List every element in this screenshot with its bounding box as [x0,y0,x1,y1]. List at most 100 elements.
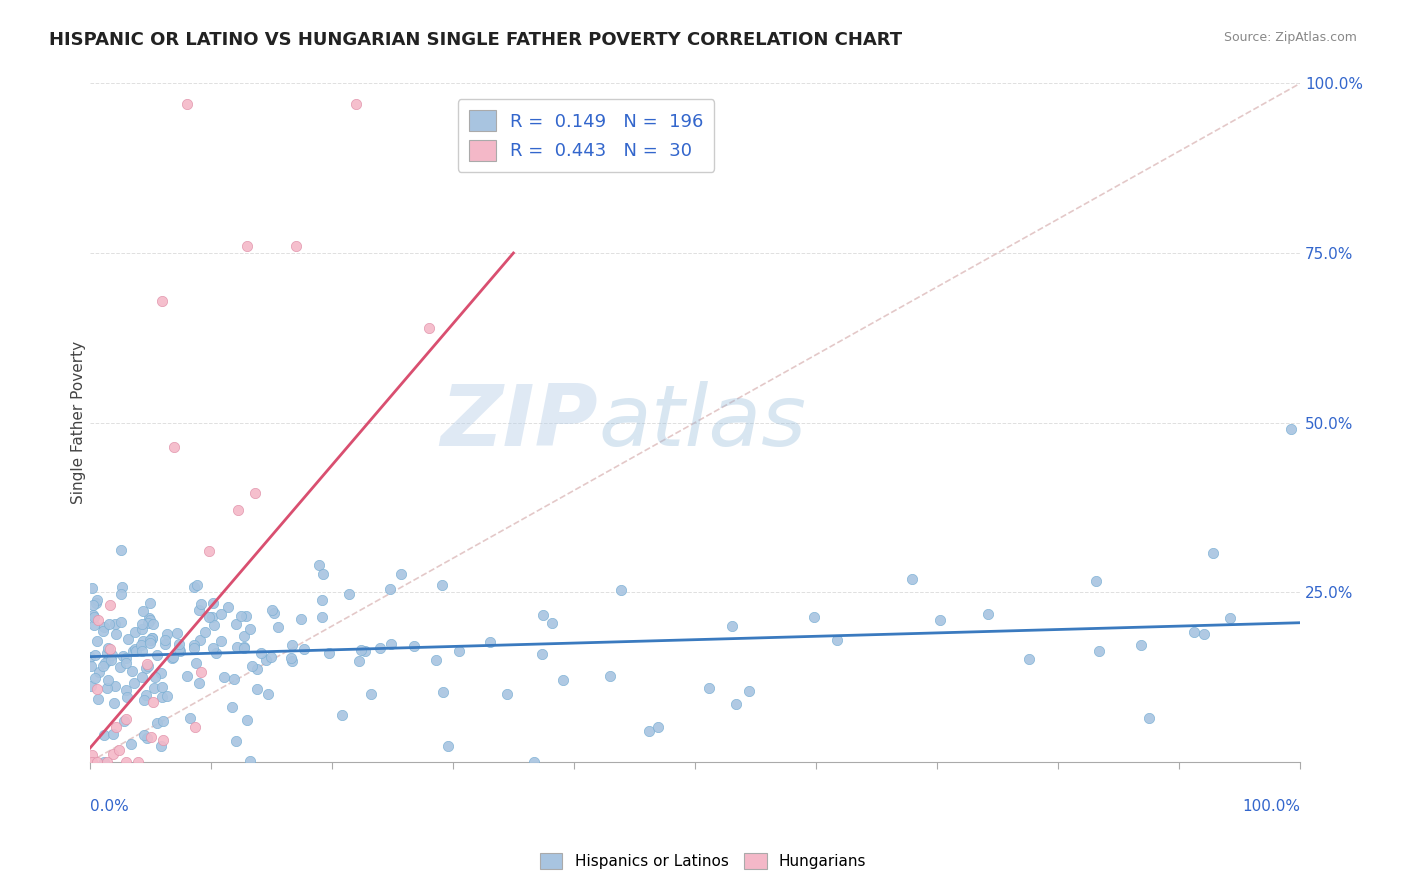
Point [150,739,173,753]
Text: 0.0%: 0.0% [90,799,128,814]
Point [725,697,748,711]
Point [236,239,259,253]
Point [254,653,277,667]
Point [900,572,922,586]
Point [389,567,412,582]
Point [449,644,471,658]
Point [135,660,157,674]
Point [156,627,179,641]
Point [97,673,120,687]
Point [697,681,720,696]
Point [150,690,173,704]
Point [139,632,162,647]
Point [292,642,315,657]
Point [136,731,159,745]
Point [929,613,952,627]
Point [638,723,661,738]
Point [152,714,174,729]
Point [436,739,458,753]
Point [139,632,162,647]
Point [737,683,759,698]
Point [146,648,169,662]
Point [104,617,127,632]
Point [1088,644,1111,658]
Point [167,637,190,651]
Point [354,644,377,658]
Point [311,567,333,582]
Point [143,681,166,695]
Point [104,680,127,694]
Point [110,615,132,630]
Point [114,714,136,729]
Point [404,639,426,653]
Point [131,644,153,658]
Point [114,651,136,665]
Point [267,620,290,634]
Point [136,616,159,631]
Point [245,681,267,696]
Point [496,687,519,701]
Point [79,679,101,693]
Point [141,695,163,709]
Point [226,503,249,517]
Point [101,648,124,662]
Point [225,617,247,632]
Point [120,737,142,751]
Point [167,642,190,657]
Point [229,609,252,624]
Point [479,635,502,649]
Point [121,644,143,658]
Point [198,610,221,624]
Point [232,629,254,643]
Point [235,608,257,623]
Point [311,593,333,607]
Point [103,696,125,710]
Point [79,659,101,673]
Point [240,658,263,673]
Point [225,734,247,748]
Point [263,606,285,620]
Point [86,681,108,696]
Point [1279,422,1302,436]
Legend: R =  0.149   N =  196, R =  0.443   N =  30: R = 0.149 N = 196, R = 0.443 N = 30 [458,99,714,171]
Point [131,617,153,632]
Point [132,728,155,742]
Point [114,683,136,698]
Point [101,727,124,741]
Point [201,609,224,624]
Point [318,647,340,661]
Point [138,611,160,625]
Point [1085,574,1108,588]
Point [100,653,122,667]
Y-axis label: Single Father Poverty: Single Father Poverty [72,341,86,504]
Point [236,713,259,727]
Point [233,640,256,654]
Point [977,607,1000,622]
Point [83,618,105,632]
Point [1219,610,1241,624]
Point [551,673,574,687]
Point [127,755,149,769]
Point [183,720,205,734]
Point [96,681,118,695]
Point [224,672,246,686]
Point [139,614,162,628]
Point [201,596,224,610]
Point [176,669,198,683]
Point [531,608,554,623]
Point [541,615,564,630]
Point [169,644,191,658]
Point [721,619,744,633]
Point [1137,711,1160,725]
Point [201,640,224,655]
Point [360,688,382,702]
Point [197,544,219,558]
Point [108,659,131,673]
Point [124,624,146,639]
Point [91,659,114,673]
Point [1192,626,1215,640]
Point [166,625,188,640]
Point [139,730,162,744]
Point [187,603,209,617]
Point [152,732,174,747]
